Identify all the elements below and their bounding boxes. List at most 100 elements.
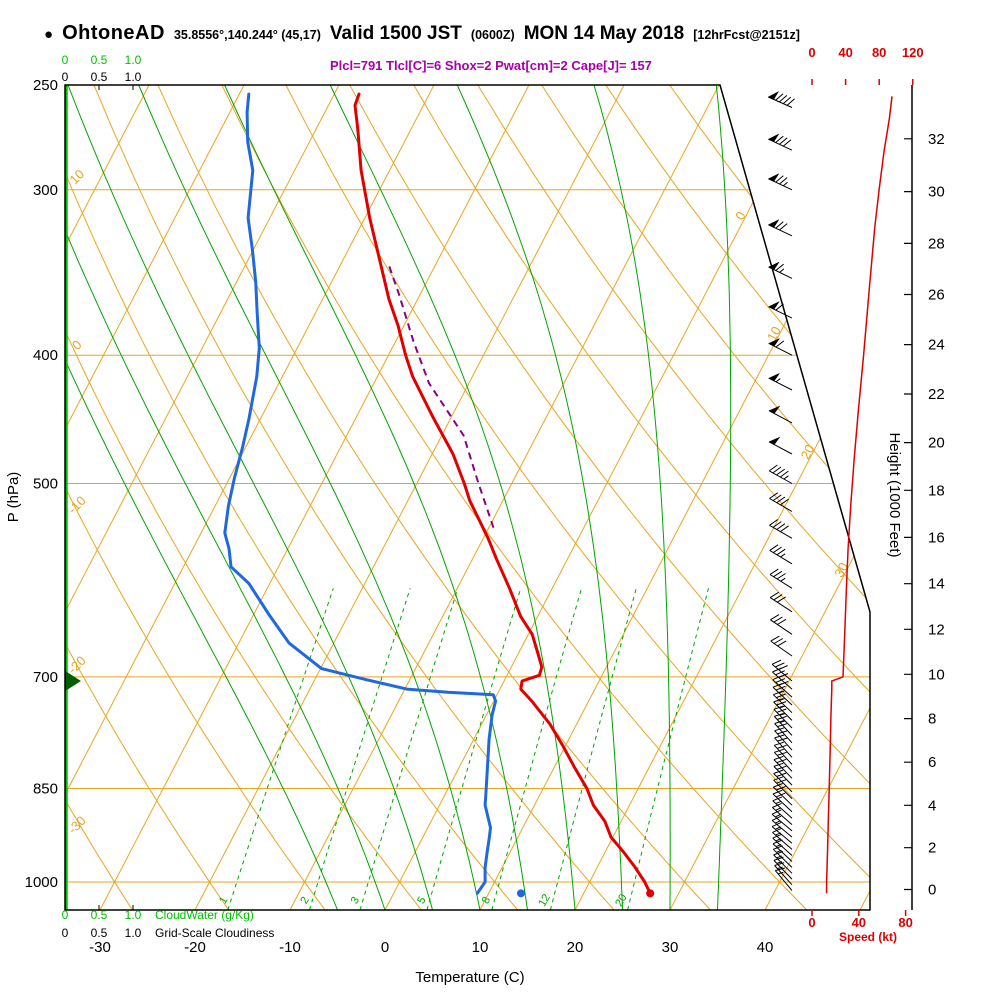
plot-area (65, 85, 870, 910)
svg-text:0: 0 (69, 337, 85, 353)
svg-text:-10: -10 (279, 939, 301, 956)
svg-text:5: 5 (415, 895, 428, 906)
svg-text:-10: -10 (65, 493, 89, 517)
svg-text:Grid-Scale Cloudiness: Grid-Scale Cloudiness (155, 926, 274, 940)
pressure-axis: 250 300 400 500 700 850 1000 P (hPa) (5, 77, 58, 891)
svg-text:4: 4 (928, 797, 936, 814)
cloud-scales: 0 0 0.5 0.5 1.0 1.0 0 0 0.5 0.5 1.0 1.0 CloudWater (… (62, 53, 275, 940)
svg-text:0: 0 (62, 53, 69, 67)
svg-text:14: 14 (928, 576, 945, 593)
indices-line: Plcl=791 Tlcl[C]=6 Shox=2 Pwat[cm]=2 Cap… (330, 58, 652, 73)
moist-adiabats (65, 85, 732, 910)
svg-text:0.5: 0.5 (91, 908, 108, 922)
svg-text:P (hPa): P (hPa) (5, 472, 22, 523)
svg-text:850: 850 (33, 781, 58, 798)
svg-text:26: 26 (928, 287, 945, 304)
svg-text:0: 0 (62, 70, 69, 84)
svg-text:0: 0 (732, 209, 749, 222)
svg-text:500: 500 (33, 476, 58, 493)
pressure-gridlines (65, 85, 870, 883)
valid-utc: (0600Z) (470, 28, 515, 42)
svg-text:80: 80 (898, 915, 912, 930)
svg-text:20: 20 (798, 442, 818, 462)
temperature-curve (353, 92, 652, 895)
svg-text:1.0: 1.0 (125, 908, 142, 922)
svg-text:28: 28 (928, 235, 945, 252)
svg-text:0: 0 (808, 915, 815, 930)
svg-text:40: 40 (852, 915, 866, 930)
dry-adiabats (65, 85, 870, 910)
svg-text:1000: 1000 (25, 874, 58, 891)
svg-text:22: 22 (928, 386, 945, 403)
valid-time: Valid 1500 JST (329, 23, 462, 44)
svg-text:0.5: 0.5 (91, 926, 108, 940)
parcel-curve (386, 261, 495, 529)
cloudwater-bump (65, 671, 81, 691)
svg-text:12: 12 (928, 621, 945, 638)
svg-text:2: 2 (298, 895, 311, 906)
svg-text:6: 6 (928, 754, 936, 771)
svg-text:0: 0 (928, 882, 936, 899)
chart-header: ● OhtoneAD 35.8556°,140.244° (45,17) Val… (44, 22, 800, 45)
svg-text:12: 12 (536, 892, 553, 909)
svg-text:30: 30 (662, 939, 679, 956)
svg-text:30: 30 (928, 184, 945, 201)
svg-text:30: 30 (831, 560, 851, 580)
svg-text:18: 18 (928, 482, 945, 499)
svg-text:0: 0 (62, 926, 69, 940)
svg-text:0: 0 (62, 908, 69, 922)
svg-text:-20: -20 (184, 939, 206, 956)
mixing-ratio-lines (227, 588, 709, 910)
isotherms (65, 85, 870, 910)
svg-text:10: 10 (472, 939, 489, 956)
svg-text:300: 300 (33, 182, 58, 199)
svg-text:Speed (kt): Speed (kt) (839, 930, 897, 944)
svg-text:1: 1 (217, 895, 230, 906)
valid-date: MON 14 May 2018 (523, 23, 685, 44)
svg-text:2: 2 (928, 840, 936, 857)
svg-text:3: 3 (349, 895, 362, 906)
svg-text:20: 20 (613, 892, 630, 909)
station-bullet: ● (44, 26, 54, 43)
svg-text:0: 0 (381, 939, 389, 956)
svg-text:250: 250 (33, 77, 58, 94)
svg-text:700: 700 (33, 669, 58, 686)
svg-text:8: 8 (928, 711, 936, 728)
svg-text:24: 24 (928, 337, 945, 354)
svg-text:20: 20 (567, 939, 584, 956)
svg-text:40: 40 (838, 45, 852, 60)
station-coords: 35.8556°,140.244° (45,17) (173, 28, 321, 42)
svg-text:1.0: 1.0 (125, 70, 142, 84)
svg-text:0.5: 0.5 (91, 70, 108, 84)
svg-text:10: 10 (928, 666, 945, 683)
svg-text:-30: -30 (89, 939, 111, 956)
svg-text:400: 400 (33, 347, 58, 364)
dewpoint-curve (223, 92, 498, 895)
forecast-info: [12hrFcst@2151z] (693, 28, 800, 42)
svg-text:120: 120 (902, 45, 924, 60)
svg-text:Temperature (C): Temperature (C) (415, 969, 524, 986)
svg-text:Height (1000 Feet): Height (1000 Feet) (886, 432, 903, 557)
svg-text:0.5: 0.5 (91, 53, 108, 67)
svg-text:32: 32 (928, 131, 945, 148)
svg-text:8: 8 (480, 895, 493, 906)
wind-barbs (767, 90, 795, 891)
svg-text:0: 0 (808, 45, 815, 60)
plot-border (64, 84, 871, 911)
svg-text:80: 80 (872, 45, 886, 60)
svg-text:16: 16 (928, 529, 945, 546)
temperature-axis: -30 -20 -10 0 10 20 30 40 Temperature (C) (89, 939, 773, 986)
svg-text:20: 20 (928, 435, 945, 452)
svg-text:40: 40 (757, 939, 774, 956)
surface-dots (516, 889, 655, 898)
svg-text:CloudWater (g/Kg): CloudWater (g/Kg) (155, 908, 254, 922)
svg-text:1.0: 1.0 (125, 926, 142, 940)
svg-text:1.0: 1.0 (125, 53, 142, 67)
svg-text:10: 10 (764, 324, 784, 344)
station-name: OhtoneAD (62, 22, 165, 44)
